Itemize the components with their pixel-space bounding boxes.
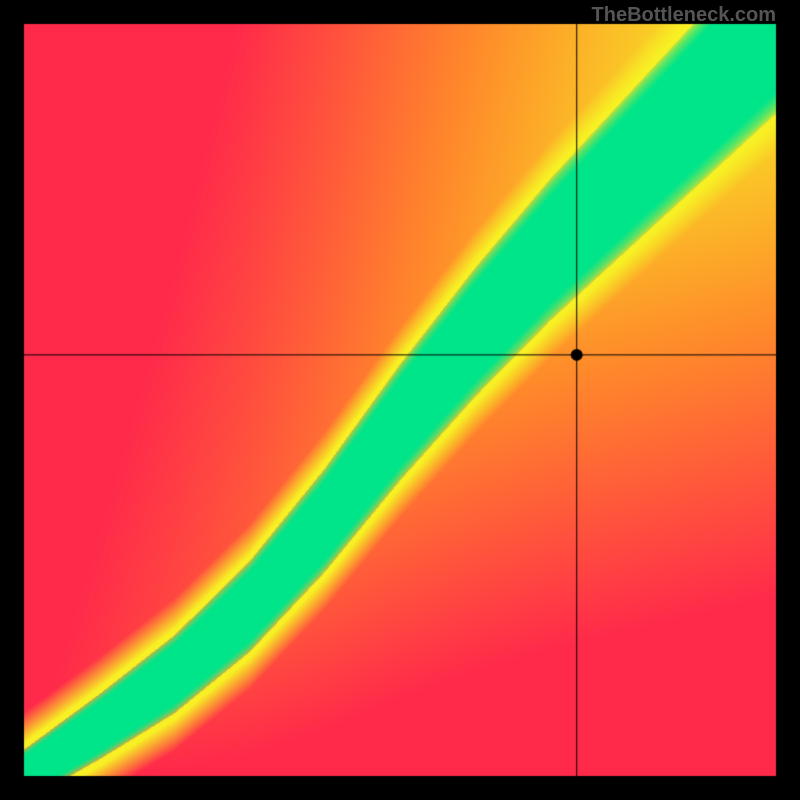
bottleneck-heatmap (0, 0, 800, 800)
chart-container: TheBottleneck.com (0, 0, 800, 800)
attribution-text: TheBottleneck.com (592, 4, 776, 27)
